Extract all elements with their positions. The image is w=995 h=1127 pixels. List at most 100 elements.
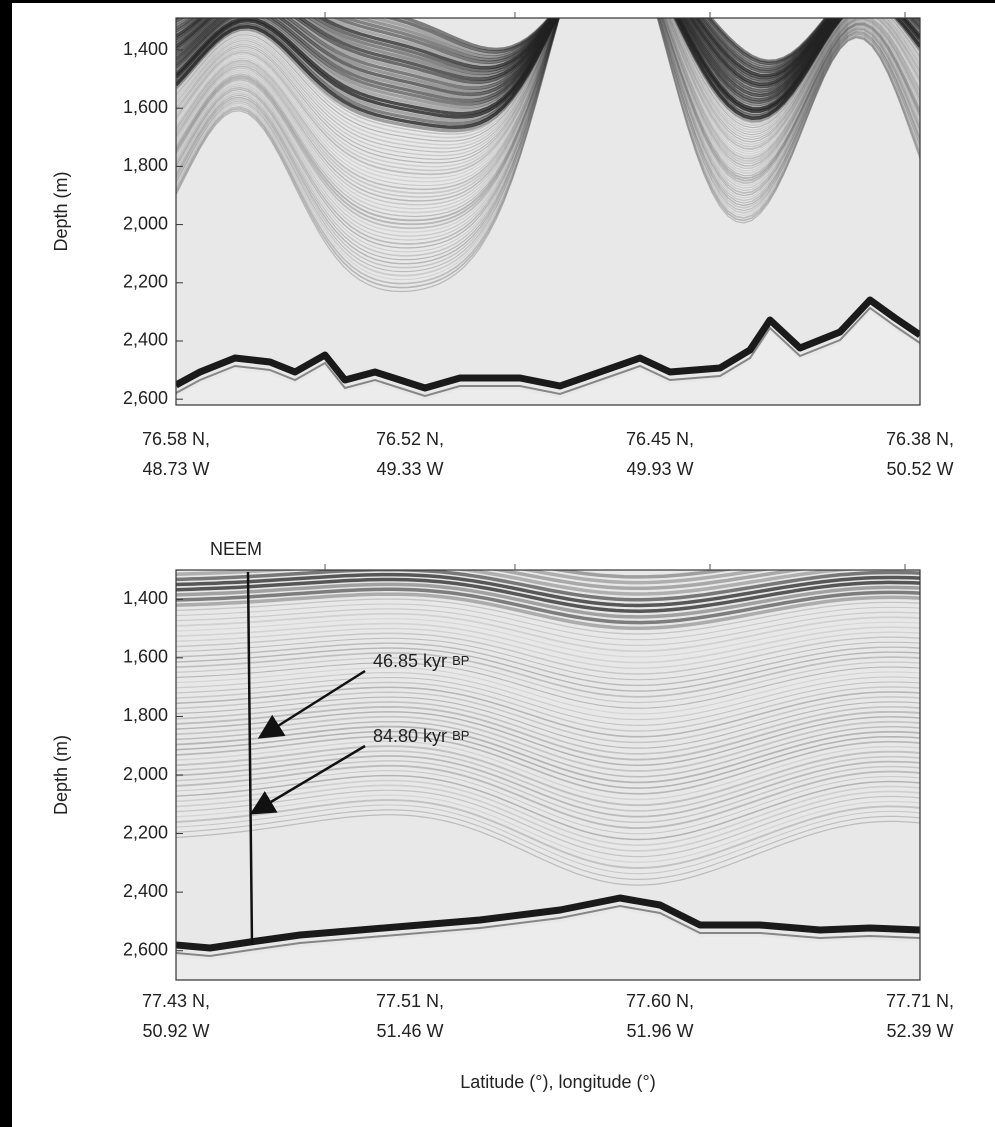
layer [519, 570, 772, 585]
annotation-text: 84.80 kyr [373, 726, 447, 746]
layer [176, 799, 920, 869]
annotation: 84.80 kyr BP [373, 726, 469, 746]
layer [176, 18, 920, 160]
layer [176, 696, 920, 749]
layer [176, 740, 920, 801]
annotation-unit: BP [452, 653, 469, 668]
layer [176, 18, 920, 222]
neem-line [246, 571, 254, 946]
layer [176, 701, 920, 755]
y-axis-label: Depth (m) [51, 735, 71, 815]
layer [176, 18, 920, 146]
layer [176, 570, 862, 596]
y-tick-label: 1,600 [123, 97, 168, 117]
layer [176, 570, 920, 602]
layer [176, 711, 920, 767]
layer [176, 618, 920, 658]
layer [176, 755, 920, 818]
y-tick-label: 2,000 [123, 764, 168, 784]
layer [176, 637, 920, 681]
y-tick-label: 2,600 [123, 939, 168, 959]
layer [176, 705, 920, 761]
layer [176, 814, 920, 886]
y-tick-label: 1,400 [123, 588, 168, 608]
layer [176, 622, 920, 664]
layer [176, 18, 920, 206]
layer [176, 18, 920, 210]
layer [176, 18, 920, 187]
layer [176, 647, 920, 692]
layer [176, 598, 920, 635]
layer [176, 720, 920, 778]
layer [176, 587, 920, 625]
x-tick-label: 76.58 N, [142, 429, 210, 449]
layer [176, 18, 920, 129]
layer [176, 18, 920, 241]
bedrock [176, 894, 920, 952]
x-tick-label: 77.51 N, [376, 991, 444, 1011]
layer [176, 667, 920, 715]
layer [176, 735, 920, 795]
y-tick-label: 1,400 [123, 39, 168, 59]
layer [176, 18, 920, 202]
layer [176, 18, 920, 253]
layer [176, 18, 920, 265]
layer [176, 18, 920, 135]
bedrock-echo [176, 306, 920, 398]
layer [176, 18, 920, 273]
layer [176, 18, 920, 172]
layer [176, 18, 920, 183]
layer [176, 779, 920, 847]
layer [176, 18, 920, 179]
y-tick-label: 2,200 [123, 272, 168, 292]
annotation: 46.85 kyr BP [373, 651, 469, 671]
y-tick-label: 2,400 [123, 330, 168, 350]
bedrock-echo [176, 904, 920, 958]
echogram [176, 18, 920, 405]
layer [176, 804, 920, 875]
layer [176, 750, 920, 812]
layer [176, 18, 920, 293]
bedrock [176, 296, 920, 392]
x-axis-label: Latitude (°), longitude (°) [460, 1072, 656, 1092]
basal-ice [176, 312, 920, 405]
x-tick-label: 77.43 N, [142, 991, 210, 1011]
layer [176, 18, 920, 164]
x-tick-label: 52.39 W [886, 1021, 953, 1041]
layer [176, 18, 920, 249]
layer [176, 662, 920, 709]
layer [176, 770, 920, 835]
layer [176, 18, 920, 142]
layer [176, 725, 920, 784]
layer [176, 745, 920, 807]
layer [176, 18, 920, 277]
echogram [176, 570, 920, 980]
layer [176, 18, 920, 150]
x-tick-label: 76.38 N, [886, 429, 954, 449]
y-tick-label: 2,600 [123, 388, 168, 408]
layer [176, 577, 920, 613]
x-tick-label: 77.71 N, [886, 991, 954, 1011]
x-tick-label: 49.93 W [626, 459, 693, 479]
x-tick-label: 51.96 W [626, 1021, 693, 1041]
plot-frame [175, 17, 921, 406]
y-tick-label: 2,200 [123, 822, 168, 842]
arrow [249, 744, 366, 815]
layer [176, 627, 920, 669]
y-tick-label: 2,000 [123, 213, 168, 233]
layer [176, 608, 920, 647]
layer [176, 760, 920, 824]
layer [176, 18, 920, 176]
annotation-unit: BP [452, 728, 469, 743]
x-tick-label: 76.52 N, [376, 429, 444, 449]
layer [176, 676, 920, 726]
layer [176, 18, 920, 226]
x-tick-label: 77.60 N, [626, 991, 694, 1011]
layer [176, 686, 920, 738]
layer [176, 18, 920, 233]
layer [176, 691, 920, 744]
layer [176, 794, 920, 863]
y-tick-label: 2,400 [123, 881, 168, 901]
layer [176, 18, 920, 139]
